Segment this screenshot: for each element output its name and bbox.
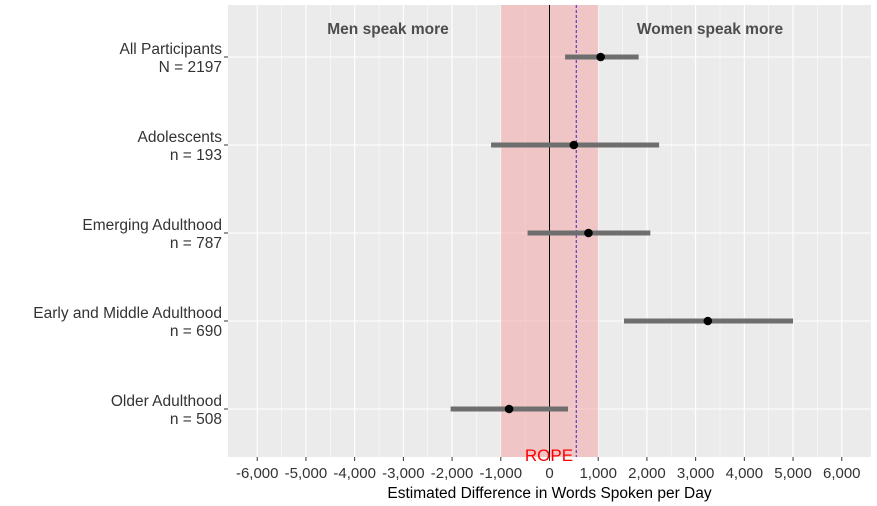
estimate-point [596,52,605,62]
row-label: All Participants [119,41,222,58]
x-tick-label: -3,000 [382,465,425,482]
row-label: Adolescents [138,129,223,146]
x-tick-label: 4,000 [726,465,764,482]
x-tick-label: 2,000 [628,465,666,482]
estimate-point [504,404,514,414]
row-n-label: n = 508 [170,411,222,428]
x-tick-label: 1,000 [579,465,617,482]
x-tick-label: -4,000 [333,465,376,482]
row-n-label: n = 787 [170,235,222,252]
x-tick-label: 6,000 [823,465,861,482]
x-tick-label: 0 [545,465,553,482]
x-tick-label: -5,000 [285,465,328,482]
x-axis-ticks: -6,000 -5,000 -4,000 -3,000 -2,000 -1,000 0 1,0… [236,457,861,482]
x-tick-label: -1,000 [480,465,523,482]
x-tick-label: 3,000 [677,465,715,482]
x-tick-label: 5,000 [774,465,812,482]
x-tick-label: -2,000 [431,465,474,482]
row-label: Emerging Adulthood [82,217,222,234]
row-label: Early and Middle Adulthood [33,305,222,322]
interval-marks [450,52,794,414]
estimate-point [584,228,593,238]
x-axis-title: Estimated Difference in Words Spoken per… [387,485,711,502]
row-n-label: n = 690 [170,323,223,340]
region-label-men: Men speak more [327,21,449,38]
row-label: Older Adulthood [111,393,222,410]
region-label-women: Women speak more [637,21,784,38]
row-n-label: n = 193 [170,147,222,164]
rope-label: ROPE [525,446,573,465]
row-n-label: N = 2197 [159,59,222,76]
estimate-point [569,140,579,150]
estimate-point [703,316,713,326]
x-tick-label: -6,000 [236,465,279,482]
